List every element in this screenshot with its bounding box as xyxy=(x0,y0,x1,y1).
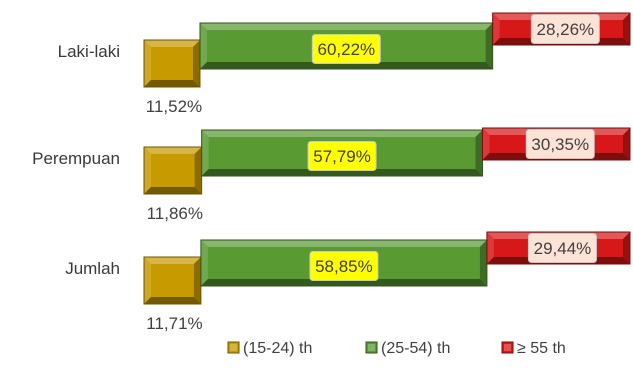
legend-label: (15-24) th xyxy=(243,340,312,357)
category-label: Jumlah xyxy=(65,259,120,278)
svg-text:57,79%: 57,79% xyxy=(313,147,371,166)
data-label-25-54: 60,22% xyxy=(311,34,381,64)
legend-swatch xyxy=(365,341,378,354)
legend-item: (15-24) th xyxy=(227,340,312,357)
legend-item: (25-54) th xyxy=(365,340,450,357)
legend-label: ≥ 55 th xyxy=(517,340,566,357)
data-label-55-plus: 28,26% xyxy=(530,14,600,44)
data-label-55-plus: 29,44% xyxy=(527,233,597,263)
data-label-55-plus: 30,35% xyxy=(525,129,595,159)
bar-segment-15-24 xyxy=(143,256,202,305)
legend-label: (25-54) th xyxy=(381,340,450,357)
legend-swatch xyxy=(501,341,514,354)
data-label-15-24: 11,71% xyxy=(146,314,202,333)
data-label-25-54: 58,85% xyxy=(309,251,379,281)
legend-swatch xyxy=(227,341,240,354)
legend-item: ≥ 55 th xyxy=(501,340,566,357)
svg-text:28,26%: 28,26% xyxy=(536,20,594,39)
data-label-15-24: 11,86% xyxy=(147,204,203,223)
category-label: Perempuan xyxy=(32,149,120,168)
category-label: Laki-laki xyxy=(58,42,120,61)
svg-text:58,85%: 58,85% xyxy=(315,257,373,276)
data-label-15-24: 11,52% xyxy=(146,97,202,116)
chart-plot-area: Laki-laki 11,52% 60,22% 28,26% Perempuan 11,8… xyxy=(32,12,631,333)
bar-segment-15-24 xyxy=(143,146,203,195)
bar-segment-15-24 xyxy=(143,39,201,88)
data-label-25-54: 57,79% xyxy=(307,141,377,171)
svg-text:29,44%: 29,44% xyxy=(534,239,592,258)
svg-text:60,22%: 60,22% xyxy=(317,40,375,59)
svg-text:30,35%: 30,35% xyxy=(531,135,589,154)
chart-legend: (15-24) th (25-54) th ≥ 55 th xyxy=(227,340,566,357)
